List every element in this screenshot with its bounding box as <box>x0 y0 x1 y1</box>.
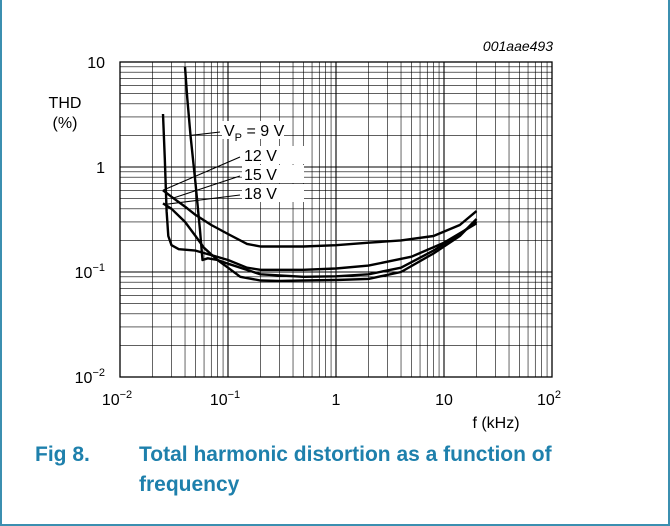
x-tick-label: 10 <box>435 392 453 409</box>
series-line-1 <box>161 113 478 271</box>
y-tick-label: 10−2 <box>75 367 105 387</box>
y-tick-label: 10−1 <box>75 262 105 282</box>
series-label-bg <box>242 184 304 202</box>
x-tick-label: 10−1 <box>210 389 240 409</box>
series-label: 18 V <box>244 186 277 203</box>
y-tick-label: 10 <box>87 55 105 72</box>
series-line-2 <box>162 189 478 248</box>
caption-text: Total harmonic distortion as a function … <box>139 443 552 496</box>
series-label-bg <box>242 146 304 164</box>
curves <box>161 66 478 283</box>
caption-number: Fig 8. <box>35 443 90 466</box>
series-leader-line <box>171 175 241 200</box>
y-axis-label-line2: (%) <box>53 115 78 132</box>
series-label-bg <box>222 121 284 139</box>
series-leader-line <box>190 131 221 136</box>
series-leader-line <box>164 194 241 205</box>
grid <box>120 62 552 377</box>
figure-code: 001aae493 <box>483 38 553 54</box>
series-label: 15 V <box>244 167 277 184</box>
series-label: 12 V <box>244 148 277 165</box>
series-leader-line <box>162 156 241 191</box>
series-label-bg <box>242 165 304 183</box>
series-line-3 <box>162 202 478 283</box>
series-line-0 <box>183 66 478 278</box>
x-tick-label: 1 <box>332 392 341 409</box>
x-tick-label: 10−2 <box>102 389 132 409</box>
x-tick-label: 102 <box>537 389 561 409</box>
series-callouts: VP = 9 V 12 V 15 V 18 V <box>162 121 304 205</box>
tick-labels: 10−2 10−1 1 10 102 10−2 10−1 1 10 <box>75 55 561 409</box>
plot-border <box>119 61 553 378</box>
x-axis-label: f (kHz) <box>472 415 519 432</box>
y-tick-label: 1 <box>96 160 105 177</box>
y-axis-label-line1: THD <box>49 95 82 112</box>
series-label: VP = 9 V <box>224 123 285 144</box>
